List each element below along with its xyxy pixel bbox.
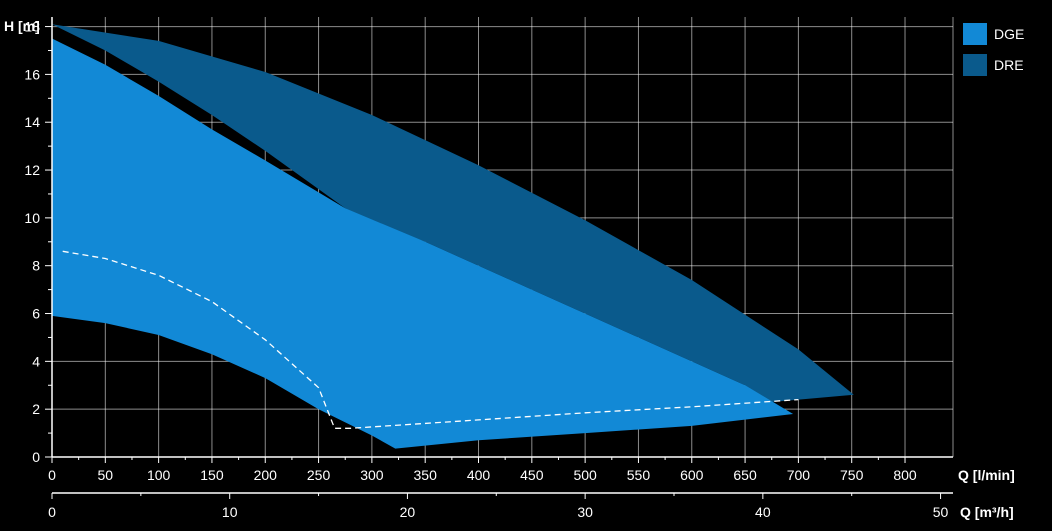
y-tick-label: 16: [24, 66, 40, 82]
x-tick-label: 800: [893, 467, 917, 483]
x-tick-label: 750: [840, 467, 864, 483]
y-tick-label: 18: [24, 19, 40, 35]
x-tick-label: 450: [520, 467, 544, 483]
series-area-dge: [52, 38, 794, 449]
series-area-dre: [52, 24, 854, 405]
x-tick-label: 200: [254, 467, 278, 483]
y-tick-label: 4: [32, 353, 40, 369]
x-tick-label: 150: [200, 467, 224, 483]
x-tick-label: 100: [147, 467, 171, 483]
x-tick-label: 700: [787, 467, 811, 483]
x-tick-label: 600: [680, 467, 704, 483]
x2-tick-label: 50: [933, 504, 949, 520]
x-tick-label: 50: [98, 467, 114, 483]
y-tick-label: 10: [24, 210, 40, 226]
y-axis-title: H [m]: [4, 18, 40, 34]
y-tick-label: 8: [32, 258, 40, 274]
x-tick-label: 650: [733, 467, 757, 483]
x-axis-title: Q [l/min]: [958, 467, 1015, 483]
x2-tick-label: 40: [755, 504, 771, 520]
legend-label-dge: DGE: [994, 26, 1024, 42]
legend: DGE DRE: [963, 23, 1024, 76]
x2-tick-label: 0: [48, 504, 56, 520]
x-tick-label: 0: [48, 467, 56, 483]
y-tick-label: 2: [32, 401, 40, 417]
legend-label-dre: DRE: [994, 57, 1024, 73]
series-areas: [52, 24, 854, 449]
y-tick-label: 6: [32, 306, 40, 322]
y-tick-label: 0: [32, 449, 40, 465]
x2-tick-label: 30: [577, 504, 593, 520]
x2-tick-label: 10: [222, 504, 238, 520]
x-axis-secondary-title: Q [m³/h]: [960, 504, 1014, 520]
y-tick-label: 12: [24, 162, 40, 178]
legend-swatch-dge: [963, 23, 987, 45]
x-tick-label: 550: [627, 467, 651, 483]
legend-swatch-dre: [963, 54, 987, 76]
x-tick-label: 300: [360, 467, 384, 483]
x-tick-label: 250: [307, 467, 331, 483]
x2-tick-label: 20: [400, 504, 416, 520]
x-tick-label: 350: [414, 467, 438, 483]
x-tick-label: 400: [467, 467, 491, 483]
x-tick-label: 500: [573, 467, 597, 483]
y-tick-label: 14: [24, 114, 40, 130]
